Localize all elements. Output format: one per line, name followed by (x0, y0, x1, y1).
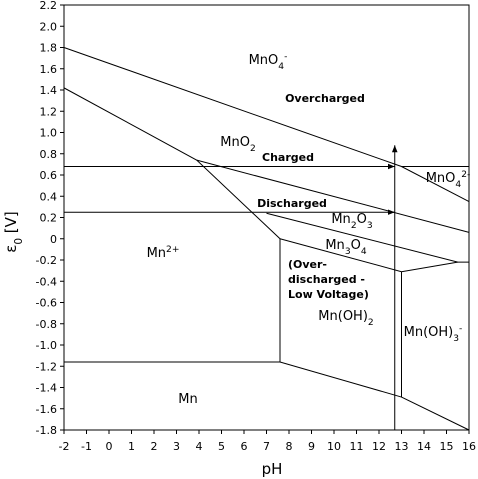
x-tick-label: 7 (263, 440, 270, 453)
label-part: 2 (368, 318, 374, 328)
y-tick-label: 1.4 (40, 84, 58, 97)
x-tick-label: 11 (350, 440, 364, 453)
region-label: discharged - (288, 273, 365, 286)
y-tick-label: 1.0 (40, 127, 58, 140)
label-part: Low Voltage) (288, 288, 369, 301)
region-label: Mn2+ (147, 245, 180, 261)
x-tick-label: 1 (128, 440, 135, 453)
label-part: O (357, 212, 367, 227)
label-part: Mn (178, 392, 197, 407)
y-tick-label: 1.8 (40, 42, 58, 55)
label-part: MnO (220, 135, 250, 150)
label-part: Mn (325, 238, 344, 253)
label-part: Mn(OH) (318, 309, 368, 324)
label-part: [V] (2, 211, 20, 238)
label-part: Overcharged (285, 92, 365, 105)
x-tick-label: 10 (327, 440, 341, 453)
label-part: Mn (331, 212, 350, 227)
label-part: 4 (278, 62, 284, 72)
x-tick-label: 14 (417, 440, 431, 453)
label-part: 3 (453, 334, 459, 344)
x-tick-label: 8 (286, 440, 293, 453)
x-tick-label: 5 (218, 440, 225, 453)
x-tick-label: 13 (395, 440, 409, 453)
y-tick-label: 0 (50, 233, 57, 246)
x-tick-label: 2 (151, 440, 158, 453)
label-part: (Over- (288, 258, 327, 271)
region-label: Charged (262, 151, 314, 164)
x-axis-label: pH (262, 460, 283, 478)
y-tick-label: -1.6 (36, 403, 57, 416)
label-part: 4 (361, 247, 367, 257)
y-tick-label: -0.4 (36, 275, 57, 288)
label-part: - (284, 52, 287, 62)
label-part: Charged (262, 151, 314, 164)
y-tick-label: 2.2 (40, 0, 58, 12)
label-part: 3 (367, 221, 373, 231)
y-tick-label: 0.2 (40, 212, 58, 225)
y-tick-label: 0.6 (40, 169, 58, 182)
label-part: ε (2, 245, 20, 253)
label-part: - (459, 324, 462, 334)
y-tick-label: 0.4 (40, 190, 58, 203)
boundary-line (63, 87, 281, 362)
y-tick-label: -0.6 (36, 297, 57, 310)
label-part: 2- (461, 170, 470, 180)
label-part: 4 (455, 180, 461, 190)
region-label: Low Voltage) (288, 288, 369, 301)
region-label: MnO2 (220, 135, 256, 154)
label-part: Mn(OH) (404, 325, 454, 340)
boundary-line (279, 361, 402, 398)
x-tick-label: -2 (59, 440, 70, 453)
y-tick-label: 0.8 (40, 148, 58, 161)
x-tick-label: 4 (196, 440, 203, 453)
label-part: 0 (13, 238, 25, 245)
boundary-line (401, 271, 470, 431)
x-tick-label: 16 (462, 440, 476, 453)
label-part: 3 (345, 247, 351, 257)
region-label: Mn2O3 (331, 212, 373, 231)
region-label: MnO42- (426, 170, 471, 190)
label-part: O (351, 238, 361, 253)
x-tick-label: 0 (106, 440, 113, 453)
region-label: Mn(OH)3- (404, 324, 463, 344)
label-part: 2+ (166, 245, 179, 255)
region-label: Discharged (257, 197, 327, 210)
label-part: Mn (147, 246, 166, 261)
label-part: discharged - (288, 273, 365, 286)
x-tick-label: 15 (440, 440, 454, 453)
x-tick-label: 12 (372, 440, 386, 453)
y-tick-label: -0.8 (36, 318, 57, 331)
region-label: Overcharged (285, 92, 365, 105)
region-label: Mn (178, 392, 197, 407)
x-tick-label: 6 (241, 440, 248, 453)
y-tick-label: 1.2 (40, 105, 58, 118)
region-label: (Over- (288, 258, 327, 271)
region-label: Mn3O4 (325, 238, 367, 257)
y-tick-label: -1.4 (36, 382, 57, 395)
label-part: Discharged (257, 197, 327, 210)
label-part: 2 (351, 221, 357, 231)
region-label: Mn(OH)2 (318, 309, 373, 328)
boundary-line (196, 159, 470, 233)
x-tick-label: 9 (308, 440, 315, 453)
y-tick-label: 2.0 (40, 20, 58, 33)
y-tick-label: -1.0 (36, 339, 57, 352)
y-tick-label: 1.6 (40, 63, 58, 76)
label-part: MnO (249, 53, 279, 68)
x-tick-label: 3 (173, 440, 180, 453)
y-tick-label: -1.8 (36, 424, 57, 437)
region-label: MnO4- (249, 52, 288, 72)
label-part: 2 (250, 144, 256, 154)
y-tick-label: -1.2 (36, 360, 57, 373)
y-tick-label: -0.2 (36, 254, 57, 267)
y-axis-label: ε0 [V] (2, 211, 25, 253)
label-part: MnO (426, 171, 456, 186)
x-tick-label: -1 (81, 440, 92, 453)
